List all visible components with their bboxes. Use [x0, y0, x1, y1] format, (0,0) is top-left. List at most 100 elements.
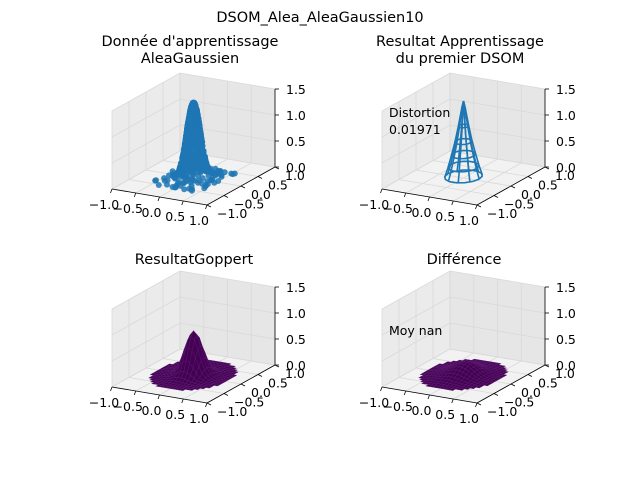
surface-patch — [205, 385, 213, 389]
y-tick-mark — [510, 383, 516, 387]
grid-line-z — [111, 348, 276, 388]
y-tick-mark — [223, 393, 229, 396]
x-tick-label: 1.0 — [459, 213, 479, 228]
scatter-point — [180, 174, 186, 181]
grid-line-z — [111, 150, 276, 190]
x-tick-mark — [133, 390, 137, 396]
z-tick-label: 0.0 — [286, 358, 306, 373]
y-tick-mark — [493, 393, 499, 396]
y-tick-mark — [223, 195, 229, 198]
y-tick-label: 1.0 — [285, 366, 305, 381]
y-tick-label: −0.5 — [504, 197, 534, 212]
scatter-point — [211, 179, 218, 186]
x-tick-mark — [157, 196, 160, 202]
distortion-label: Distortion — [389, 105, 450, 120]
distortion-value: 0.01971 — [389, 122, 441, 137]
mean-annotation: Moy nan — [389, 323, 442, 338]
tick-labels: −1.0−0.50.0 0.5 1.0 −1.0−0.50.00.51.00.00.5… — [359, 82, 576, 228]
grid-line-z — [111, 296, 276, 336]
x-tick-label: 0.5 — [165, 209, 185, 224]
z-tick-label: 1.0 — [286, 108, 306, 123]
y-tick-mark — [206, 402, 212, 406]
x-tick-label: −1.0 — [89, 197, 119, 212]
z-tick-label: 0.0 — [556, 358, 576, 373]
y-tick-label: −1.0 — [217, 404, 247, 419]
tick-labels: −1.0−0.50.0 0.5 1.0 −1.0−0.50.00.51.00.00.5… — [89, 82, 306, 228]
x-tick-mark — [380, 188, 383, 194]
x-tick-mark — [475, 204, 478, 210]
panel-difference: Différence −1.0−0.50.0 0.5 1.0 −1.0−0.50.00… — [359, 252, 576, 426]
x-tick-label: 0.0 — [412, 403, 432, 418]
panel-title-line2: du premier DSOM — [396, 51, 525, 67]
x-tick-mark — [403, 192, 407, 198]
surface-patch — [469, 386, 477, 390]
x-tick-mark — [181, 398, 184, 404]
scatter-point — [164, 181, 170, 188]
scatter-point — [202, 168, 209, 175]
panel-title: Différence — [427, 252, 502, 268]
surface-patch — [458, 387, 465, 391]
y-tick-label: 0.0 — [521, 385, 541, 400]
x-tick-mark — [181, 200, 184, 206]
x-tick-mark — [451, 200, 454, 206]
surface-patch — [213, 383, 221, 387]
y-tick-label: −0.5 — [234, 395, 264, 410]
scatter-plot — [152, 99, 238, 194]
x-tick-mark — [380, 386, 383, 392]
x-tick-label: −0.5 — [113, 399, 143, 414]
z-tick-label: 1.0 — [556, 108, 576, 123]
y-tick-label: 0.5 — [538, 178, 558, 193]
y-tick-label: 0.5 — [538, 376, 558, 391]
wire-meridian — [457, 100, 465, 183]
scatter-point — [218, 173, 225, 180]
grid-line-z — [381, 150, 546, 190]
scatter-point — [172, 184, 179, 191]
grid-line-z — [111, 98, 276, 138]
panel-title-line1: Donnée d'apprentissage — [102, 34, 279, 50]
wireframe-plot — [443, 100, 484, 184]
z-tick-label: 1.5 — [286, 280, 306, 295]
z-tick-label: 0.5 — [286, 134, 306, 149]
x-tick-mark — [133, 192, 137, 198]
z-tick-label: 1.0 — [556, 306, 576, 321]
axes-3d — [381, 72, 546, 206]
scatter-point — [205, 172, 212, 179]
z-tick-label: 1.5 — [556, 280, 576, 295]
grid-line-z — [111, 270, 276, 310]
grid-line-z — [381, 124, 546, 164]
surface-plot — [148, 330, 239, 391]
grid-line-z — [381, 322, 546, 362]
x-tick-label: 0.5 — [435, 407, 455, 422]
panel-dsom-result: Resultat Apprentissage du premier DSOM −… — [359, 34, 576, 228]
grid-line-z — [381, 348, 546, 388]
x-tick-mark — [403, 390, 407, 396]
surface-patch — [448, 388, 456, 391]
z-tick-label: 0.0 — [556, 160, 576, 175]
x-tick-label: −1.0 — [359, 395, 389, 410]
y-tick-mark — [206, 204, 212, 208]
x-tick-mark — [205, 402, 208, 408]
y-tick-mark — [527, 176, 533, 179]
x-tick-label: −1.0 — [89, 395, 119, 410]
x-tick-label: 0.0 — [412, 205, 432, 220]
grid-line-z — [381, 296, 546, 336]
y-tick-mark — [527, 374, 533, 377]
x-tick-mark — [110, 188, 113, 194]
grid-line-z — [381, 72, 546, 112]
x-tick-mark — [427, 394, 430, 400]
y-tick-label: 0.5 — [268, 178, 288, 193]
y-tick-label: −0.5 — [504, 395, 534, 410]
surface-patch — [483, 383, 491, 387]
y-tick-label: 1.0 — [555, 168, 575, 183]
wire-meridian — [462, 100, 480, 172]
x-tick-label: 1.0 — [459, 411, 479, 426]
y-tick-mark — [257, 374, 263, 377]
x-tick-label: 0.0 — [142, 403, 162, 418]
surface-patch — [463, 387, 471, 390]
y-tick-label: −1.0 — [487, 404, 517, 419]
y-tick-label: 0.5 — [268, 376, 288, 391]
x-tick-mark — [157, 394, 160, 400]
panel-title-line1: Resultat Apprentissage — [376, 34, 544, 50]
figure-suptitle: DSOM_Alea_AleaGaussien10 — [216, 10, 423, 26]
